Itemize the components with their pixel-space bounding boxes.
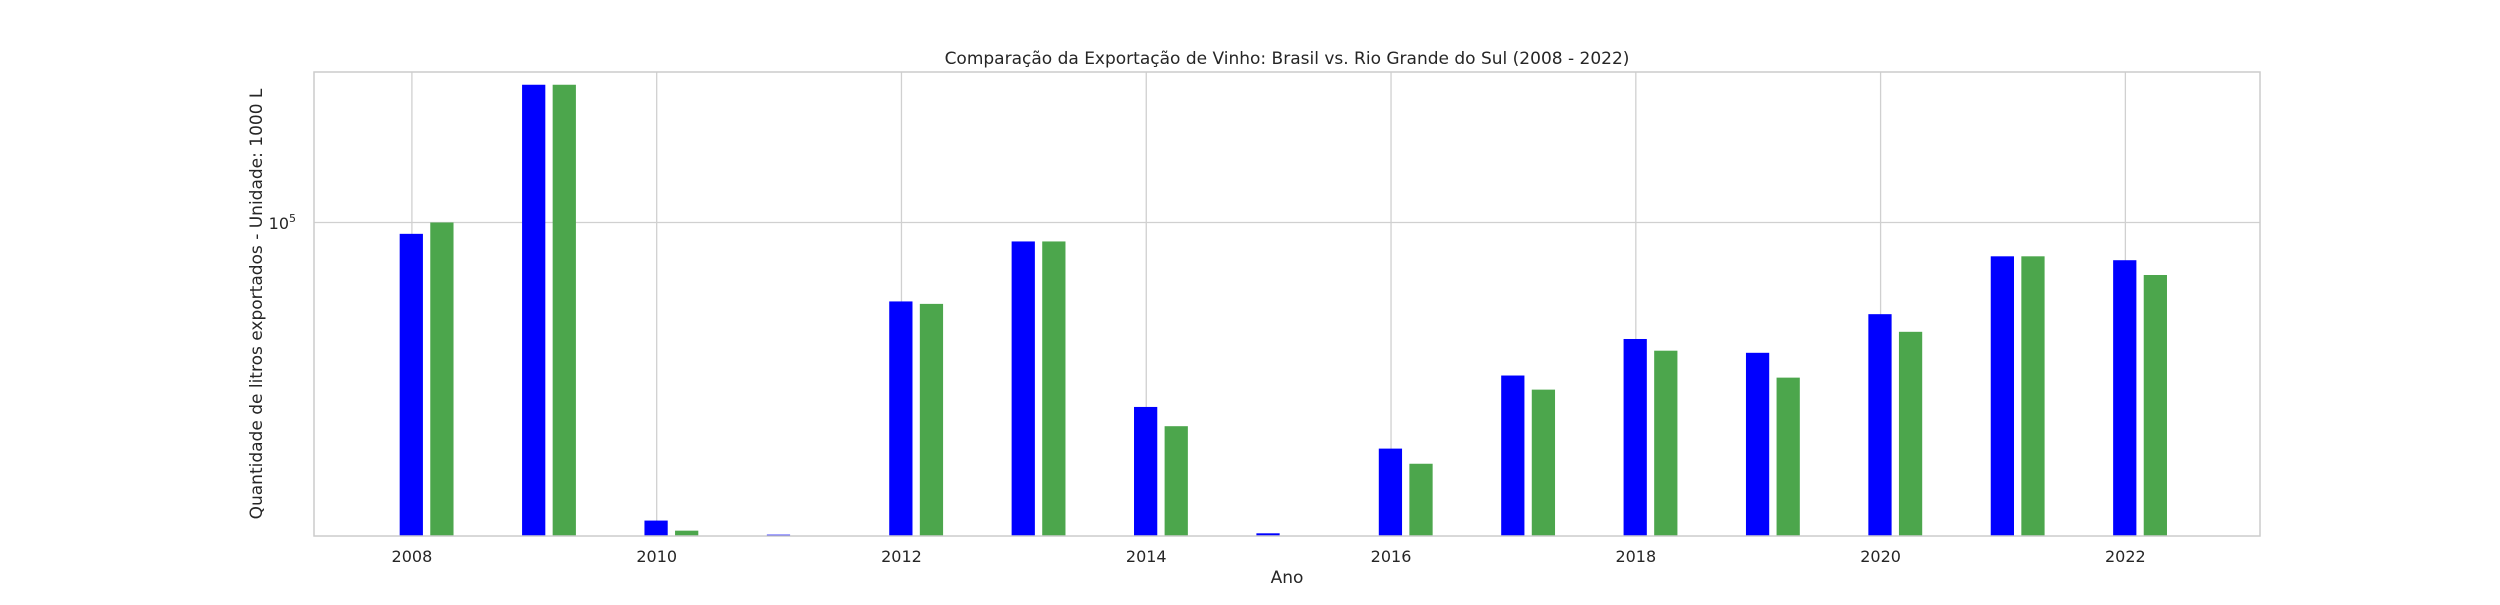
bar-series-2 — [675, 530, 699, 536]
bar-series-1 — [1745, 352, 1770, 536]
bar-series-2 — [430, 222, 454, 536]
x-tick-label: 2020 — [1860, 547, 1901, 566]
bar-series-1 — [1378, 448, 1403, 536]
bars — [399, 84, 2167, 537]
bar-series-1 — [1134, 406, 1158, 536]
bar-series-2 — [1776, 377, 1800, 536]
x-axis-label: Ano — [1271, 568, 1304, 588]
bar-series-2 — [1654, 350, 1678, 536]
x-tick-label: 2016 — [1371, 547, 1412, 566]
x-tick-label: 2022 — [2105, 547, 2146, 566]
bar-series-2 — [552, 84, 576, 536]
bar-series-2 — [1898, 331, 1923, 536]
x-tick-label: 2012 — [881, 547, 922, 566]
bar-series-1 — [399, 233, 423, 537]
x-tick-label: 2018 — [1615, 547, 1656, 566]
bar-series-2 — [1531, 389, 1556, 536]
x-tick-label: 2014 — [1126, 547, 1167, 566]
chart-title: Comparação da Exportação de Vinho: Brasi… — [945, 49, 1630, 69]
grid — [314, 72, 2260, 536]
bar-series-1 — [1868, 314, 1892, 536]
bar-series-2 — [1042, 241, 1066, 537]
bar-series-1 — [644, 520, 668, 536]
y-axis-label: Quantidade de litros exportados - Unidad… — [247, 88, 267, 519]
bar-series-1 — [2113, 260, 2137, 536]
x-tick-label: 2010 — [636, 547, 677, 566]
bar-series-2 — [2143, 274, 2167, 536]
bar-series-1 — [1256, 533, 1280, 536]
bar-series-1 — [1501, 375, 1525, 536]
x-tick-label: 2008 — [392, 547, 433, 566]
y-tick-label: 105 — [269, 212, 296, 233]
bar-series-2 — [919, 303, 944, 536]
x-tick-labels: 2008 2010 2012 2014 2016 2018 2020 2022 — [392, 547, 2146, 566]
bar-series-1 — [522, 84, 546, 536]
bar-series-2 — [1409, 463, 1433, 536]
bar-series-1 — [1011, 241, 1035, 537]
plot-frame — [313, 71, 2261, 537]
bar-series-2 — [1164, 426, 1188, 536]
bar-series-1 — [889, 301, 913, 536]
bar-series-1 — [1990, 256, 2014, 536]
bar-series-1 — [1623, 338, 1647, 536]
bar-series-2 — [2021, 256, 2045, 536]
y-tick-labels: 105 — [269, 212, 296, 233]
